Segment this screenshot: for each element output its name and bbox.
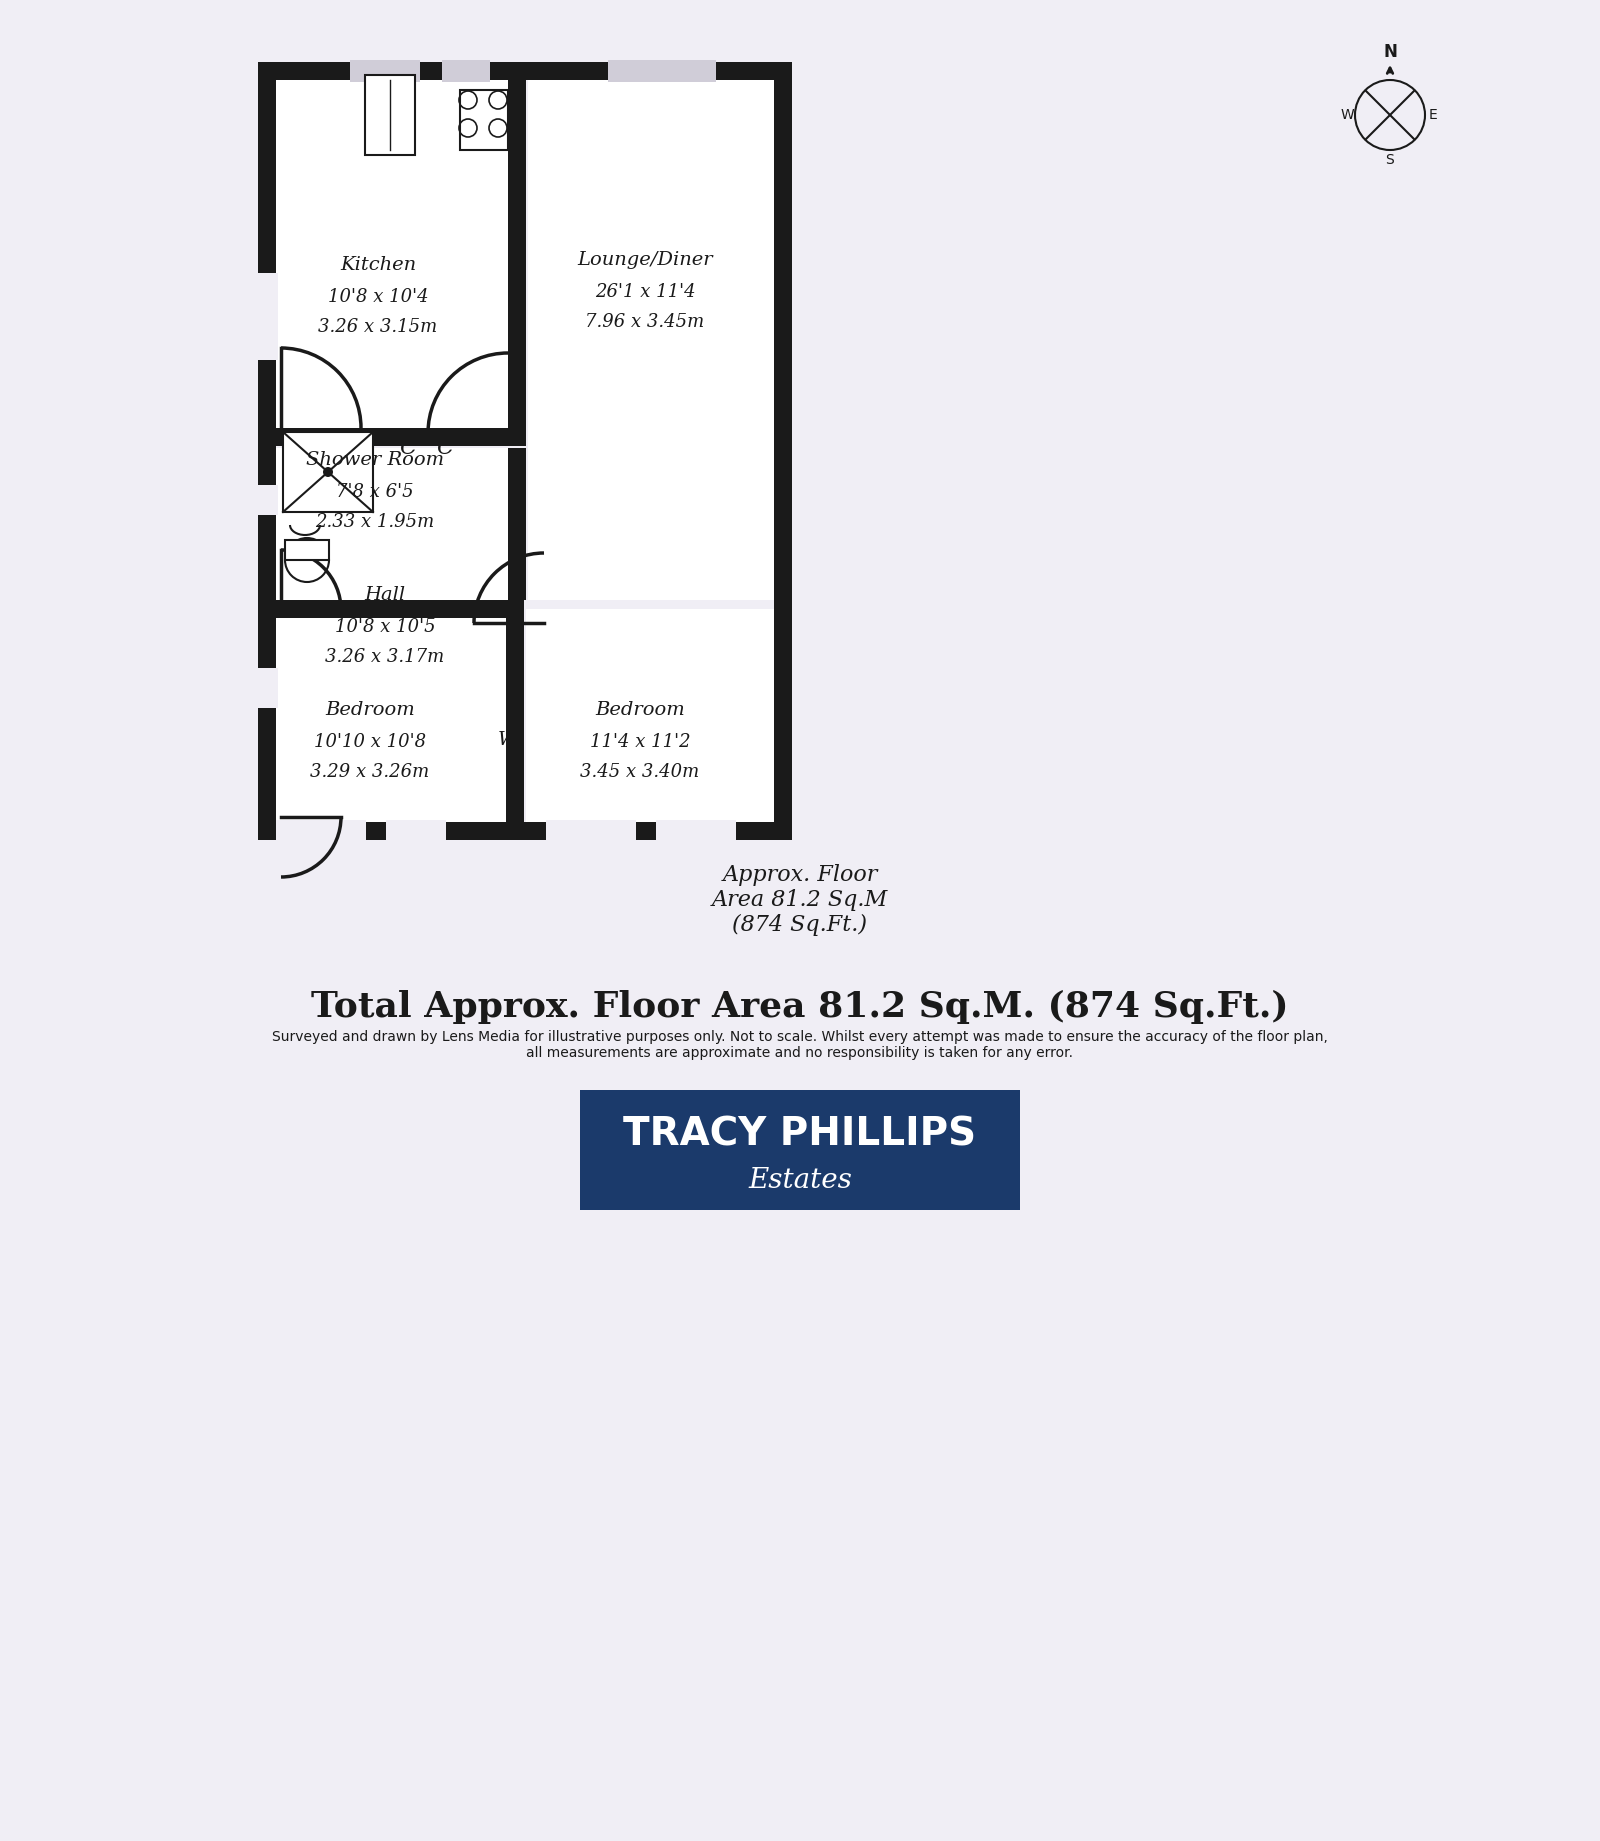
Text: 3.29 x 3.26m: 3.29 x 3.26m bbox=[310, 762, 430, 781]
Text: 7.96 x 3.45m: 7.96 x 3.45m bbox=[586, 313, 704, 331]
Text: Estates: Estates bbox=[749, 1167, 851, 1193]
Bar bbox=[283, 433, 373, 512]
Text: 10'8 x 10'5: 10'8 x 10'5 bbox=[334, 619, 435, 635]
Bar bbox=[546, 819, 637, 841]
Text: Approx. Floor
Area 81.2 Sq.M
(874 Sq.Ft.): Approx. Floor Area 81.2 Sq.M (874 Sq.Ft.… bbox=[712, 863, 888, 937]
Bar bbox=[608, 61, 717, 83]
Text: Bedroom: Bedroom bbox=[325, 701, 414, 720]
Text: 11'4 x 11'2: 11'4 x 11'2 bbox=[590, 733, 690, 751]
Bar bbox=[365, 75, 414, 155]
Text: Hall: Hall bbox=[365, 585, 405, 604]
Circle shape bbox=[323, 468, 333, 477]
Text: Total Approx. Floor Area 81.2 Sq.M. (874 Sq.Ft.): Total Approx. Floor Area 81.2 Sq.M. (874… bbox=[310, 990, 1290, 1024]
Text: N: N bbox=[1382, 42, 1397, 61]
Text: C: C bbox=[400, 436, 416, 458]
Bar bbox=[258, 821, 792, 839]
Text: W: W bbox=[498, 731, 518, 749]
Bar bbox=[277, 819, 366, 841]
Bar bbox=[277, 427, 526, 446]
Bar bbox=[285, 539, 330, 560]
Bar bbox=[277, 79, 509, 427]
Bar bbox=[365, 75, 414, 155]
Bar bbox=[256, 484, 278, 515]
Bar bbox=[461, 90, 509, 149]
Text: E: E bbox=[1429, 109, 1437, 122]
Text: Shower Room: Shower Room bbox=[306, 451, 445, 469]
Text: 10'10 x 10'8: 10'10 x 10'8 bbox=[314, 733, 426, 751]
Text: Kitchen: Kitchen bbox=[339, 256, 416, 274]
Bar bbox=[442, 61, 490, 83]
Bar bbox=[285, 539, 330, 560]
Bar bbox=[509, 79, 526, 427]
Bar bbox=[277, 600, 525, 619]
Text: W: W bbox=[1341, 109, 1354, 122]
Text: S: S bbox=[1386, 153, 1394, 168]
Text: 10'8 x 10'4: 10'8 x 10'4 bbox=[328, 287, 429, 306]
Text: Surveyed and drawn by Lens Media for illustrative purposes only. Not to scale. W: Surveyed and drawn by Lens Media for ill… bbox=[272, 1029, 1328, 1060]
Bar bbox=[386, 819, 446, 841]
Bar bbox=[277, 447, 509, 600]
Text: Bedroom: Bedroom bbox=[595, 701, 685, 720]
Bar bbox=[461, 90, 509, 149]
Bar bbox=[256, 272, 278, 361]
Text: TRACY PHILLIPS: TRACY PHILLIPS bbox=[624, 1116, 976, 1154]
Text: 7'8 x 6'5: 7'8 x 6'5 bbox=[336, 482, 414, 501]
Bar bbox=[774, 63, 792, 839]
Bar bbox=[528, 79, 774, 600]
Text: C: C bbox=[437, 436, 453, 458]
Bar bbox=[258, 63, 277, 839]
Bar bbox=[258, 63, 792, 839]
Bar bbox=[526, 609, 774, 839]
Bar bbox=[506, 619, 525, 821]
Text: 26'1 x 11'4: 26'1 x 11'4 bbox=[595, 284, 696, 300]
Bar bbox=[350, 61, 419, 83]
Text: 3.45 x 3.40m: 3.45 x 3.40m bbox=[581, 762, 699, 781]
Bar bbox=[509, 447, 526, 600]
Text: 3.26 x 3.15m: 3.26 x 3.15m bbox=[318, 318, 438, 337]
Bar bbox=[656, 819, 736, 841]
Bar bbox=[256, 668, 278, 709]
Text: Lounge/Diner: Lounge/Diner bbox=[578, 250, 714, 269]
Text: 2.33 x 1.95m: 2.33 x 1.95m bbox=[315, 514, 435, 530]
Bar bbox=[283, 433, 373, 512]
Bar bbox=[277, 609, 506, 839]
Text: 3.26 x 3.17m: 3.26 x 3.17m bbox=[325, 648, 445, 666]
Bar bbox=[579, 1090, 1021, 1210]
Bar bbox=[258, 63, 792, 79]
